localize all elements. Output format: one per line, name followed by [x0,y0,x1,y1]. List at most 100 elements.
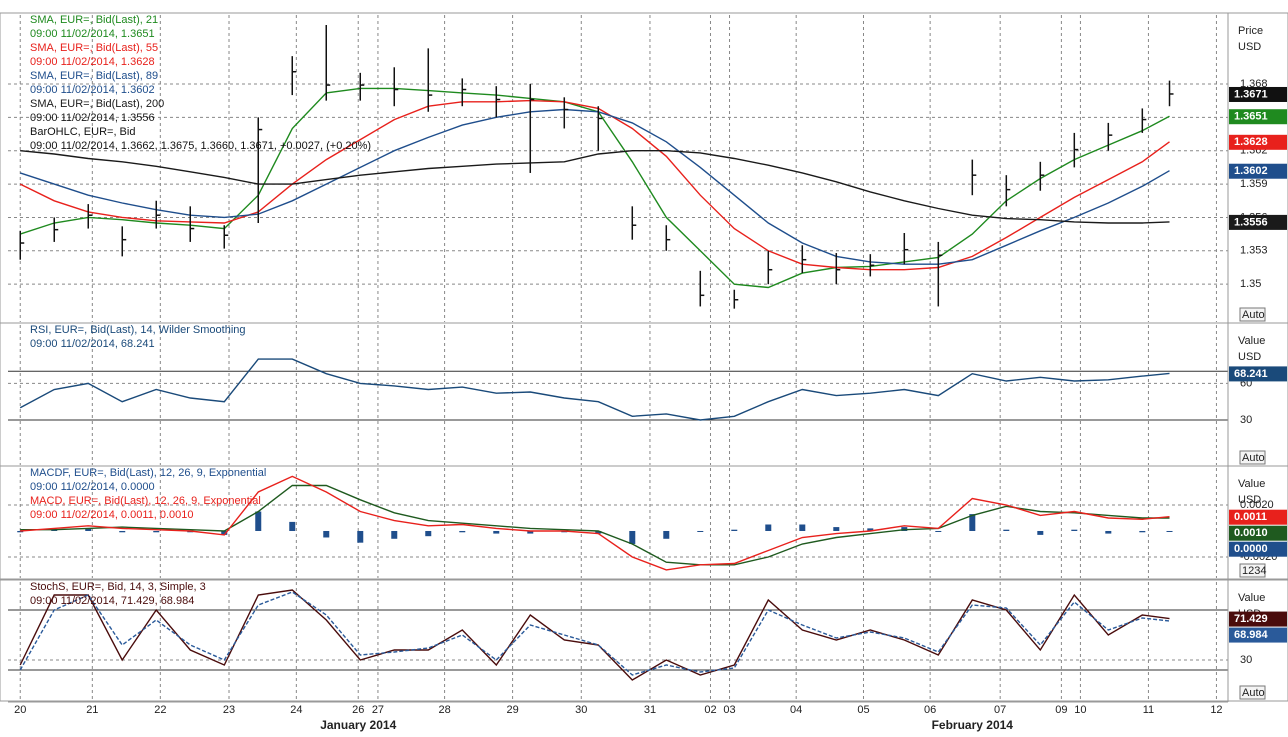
histogram-bar [255,511,262,531]
x-tick-label: 06 [924,704,936,716]
value-box [1229,366,1287,382]
series-line [19,358,1170,421]
month-label: February 2014 [932,718,1014,732]
axis-title: Price [1238,25,1263,37]
histogram-bar [799,524,806,531]
legend-entry: MACD, EUR=, Bid(Last), 12, 26, 9, Expone… [30,495,261,507]
histogram-bar [765,524,772,531]
histogram-bar [391,530,398,539]
value-box-label: 1.3602 [1234,165,1268,177]
legend-entry: MACDF, EUR=, Bid(Last), 12, 26, 9, Expon… [30,467,266,479]
x-tick-label: 26 [352,704,364,716]
x-tick-label: 24 [290,704,302,716]
histogram-bar [731,529,738,531]
value-box-label: 68.984 [1234,629,1269,641]
histogram-bar [1105,530,1112,534]
value-box [1229,509,1287,525]
axis-title: Value [1238,335,1265,347]
axis-title: Value [1238,592,1265,604]
x-tick-label: 21 [86,704,98,716]
value-box [1229,611,1287,627]
series-line [20,484,1170,566]
x-tick-label: 04 [790,704,802,716]
histogram-bar [289,521,296,531]
histogram-bar [935,530,942,532]
axis-unit: USD [1238,351,1261,363]
x-tick-label: 30 [575,704,587,716]
histogram-bar [153,530,160,533]
x-tick-label: 10 [1074,704,1086,716]
histogram-bar [527,530,534,534]
x-tick-label: 02 [704,704,716,716]
legend-info: 09:00 11/02/2014, 1.3651 [30,28,155,40]
scale-button[interactable] [1239,450,1266,465]
y-tick-label: 1.35 [1240,278,1261,290]
histogram-bar [969,514,976,531]
x-tick-label: 03 [723,704,735,716]
x-tick-label: 31 [644,704,656,716]
histogram-bar [85,528,92,531]
histogram-bar [1037,530,1044,535]
scale-button[interactable] [1239,307,1266,322]
histogram-bar [17,530,24,533]
scale-button[interactable] [1239,563,1266,578]
y-tick-label: 1.353 [1240,245,1268,257]
value-box [1229,541,1287,557]
axis-unit: USD [1238,41,1261,53]
histogram-bar [221,530,228,535]
histogram-bar [867,528,874,531]
legend-info: 09:00 11/02/2014, 0.0000 [30,481,155,493]
legend-entry: SMA, EUR=, Bid(Last), 55 [30,42,158,54]
value-box-label: 1.3556 [1234,216,1268,228]
y-tick-label: 1.359 [1240,178,1268,190]
value-box [1229,134,1287,150]
histogram-bar [1071,529,1078,531]
value-box [1229,109,1287,125]
legend-entry: SMA, EUR=, Bid(Last), 21 [30,14,158,26]
scale-button[interactable] [1239,685,1266,700]
legend-info: 09:00 11/02/2014, 68.241 [30,338,155,350]
legend-entry: SMA, EUR=, Bid(Last), 200 [30,98,164,110]
legend-entry: BarOHLC, EUR=, Bid [30,126,135,138]
axis-unit: USD [1238,494,1261,506]
scale-button-label[interactable]: Auto [1242,452,1265,464]
histogram-bar [459,530,466,533]
series-line [19,591,1170,676]
scale-button-label[interactable]: 1234 [1242,565,1266,577]
value-box [1229,86,1287,102]
value-box-label: 1.3671 [1234,88,1268,100]
x-tick-label: 27 [372,704,384,716]
x-tick-label: 11 [1143,704,1154,716]
legend-info: 09:00 11/02/2014, 1.3556 [30,112,155,124]
legend-entry: RSI, EUR=, Bid(Last), 14, Wilder Smoothi… [30,324,246,336]
legend-info: 09:00 11/02/2014, 1.3628 [30,56,155,68]
value-box [1229,214,1287,230]
scale-button-label[interactable]: Auto [1242,309,1265,321]
value-box-label: 0.0011 [1234,511,1267,523]
legend-entry: StochS, EUR=, Bid, 14, 3, Simple, 3 [30,581,206,593]
value-box-label: 71.429 [1234,613,1268,625]
y-tick-label: 30 [1240,654,1252,666]
legend-entry: SMA, EUR=, Bid(Last), 89 [30,70,158,82]
panel-frame [0,579,1288,702]
legend-info: 09:00 11/02/2014, 0.0011, 0.0010 [30,509,194,521]
value-box-label: 1.3651 [1234,111,1268,123]
histogram-bar [1139,530,1146,533]
legend-info: 09:00 11/02/2014, 1.3662, 1.3675, 1.3660… [30,140,371,152]
legend-info: 09:00 11/02/2014, 71.429, 68.984 [30,595,194,607]
x-tick-label: 20 [14,704,26,716]
histogram-bar [1166,530,1173,532]
scale-button-label[interactable]: Auto [1242,687,1265,699]
histogram-bar [595,530,602,534]
value-box [1229,525,1287,541]
y-tick-label: 0.0020 [1240,499,1274,511]
y-tick-label: 30 [1240,414,1252,426]
histogram-bar [833,527,840,531]
panel-frame [0,465,1288,580]
y-tick-label: 1.368 [1240,78,1268,90]
value-box [1229,627,1287,643]
series-line [19,589,1170,681]
histogram-bar [493,530,500,534]
